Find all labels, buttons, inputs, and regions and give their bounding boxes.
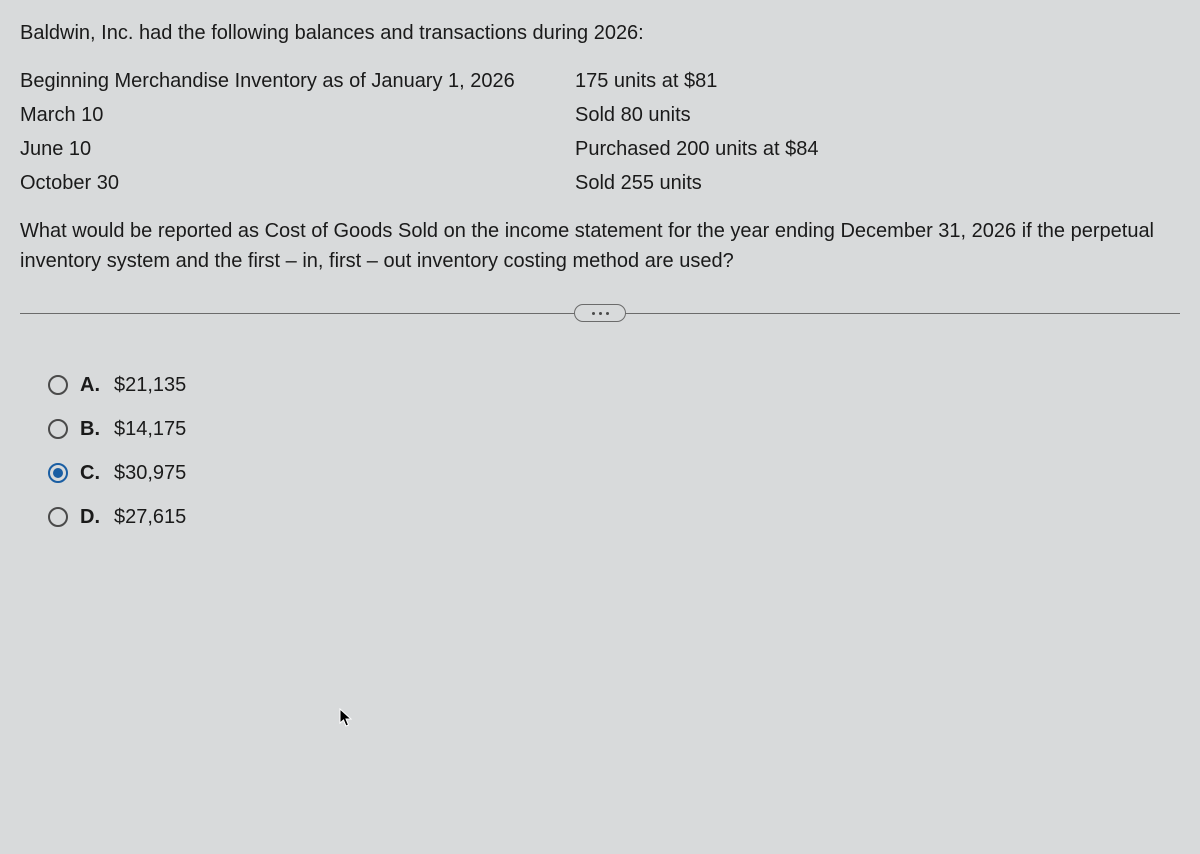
- row-label: June 10: [20, 134, 575, 164]
- choice-letter: B.: [80, 414, 102, 444]
- radio-button[interactable]: [48, 375, 68, 395]
- choice-value: $30,975: [114, 458, 186, 488]
- choice-value: $27,615: [114, 502, 186, 532]
- row-label: October 30: [20, 168, 575, 198]
- choice-option-a[interactable]: A. $21,135: [48, 370, 1180, 400]
- radio-button[interactable]: [48, 419, 68, 439]
- choice-option-b[interactable]: B. $14,175: [48, 414, 1180, 444]
- intro-text: Baldwin, Inc. had the following balances…: [20, 18, 1180, 48]
- cursor-icon: [339, 707, 355, 737]
- section-divider: [20, 300, 1180, 326]
- choice-option-c[interactable]: C. $30,975: [48, 458, 1180, 488]
- answer-choices: A. $21,135 B. $14,175 C. $30,975 D. $27,…: [48, 370, 1180, 532]
- choice-letter: C.: [80, 458, 102, 488]
- row-value: Sold 80 units: [575, 100, 1180, 130]
- expand-pill-button[interactable]: [574, 304, 626, 322]
- row-value: Sold 255 units: [575, 168, 1180, 198]
- row-value: 175 units at $81: [575, 66, 1180, 96]
- radio-button[interactable]: [48, 507, 68, 527]
- transactions-table: Beginning Merchandise Inventory as of Ja…: [20, 66, 1180, 198]
- row-label: March 10: [20, 100, 575, 130]
- choice-letter: D.: [80, 502, 102, 532]
- choice-value: $21,135: [114, 370, 186, 400]
- row-value: Purchased 200 units at $84: [575, 134, 1180, 164]
- choice-value: $14,175: [114, 414, 186, 444]
- choice-letter: A.: [80, 370, 102, 400]
- choice-option-d[interactable]: D. $27,615: [48, 502, 1180, 532]
- radio-button[interactable]: [48, 463, 68, 483]
- row-label: Beginning Merchandise Inventory as of Ja…: [20, 66, 575, 96]
- question-text: What would be reported as Cost of Goods …: [20, 216, 1180, 276]
